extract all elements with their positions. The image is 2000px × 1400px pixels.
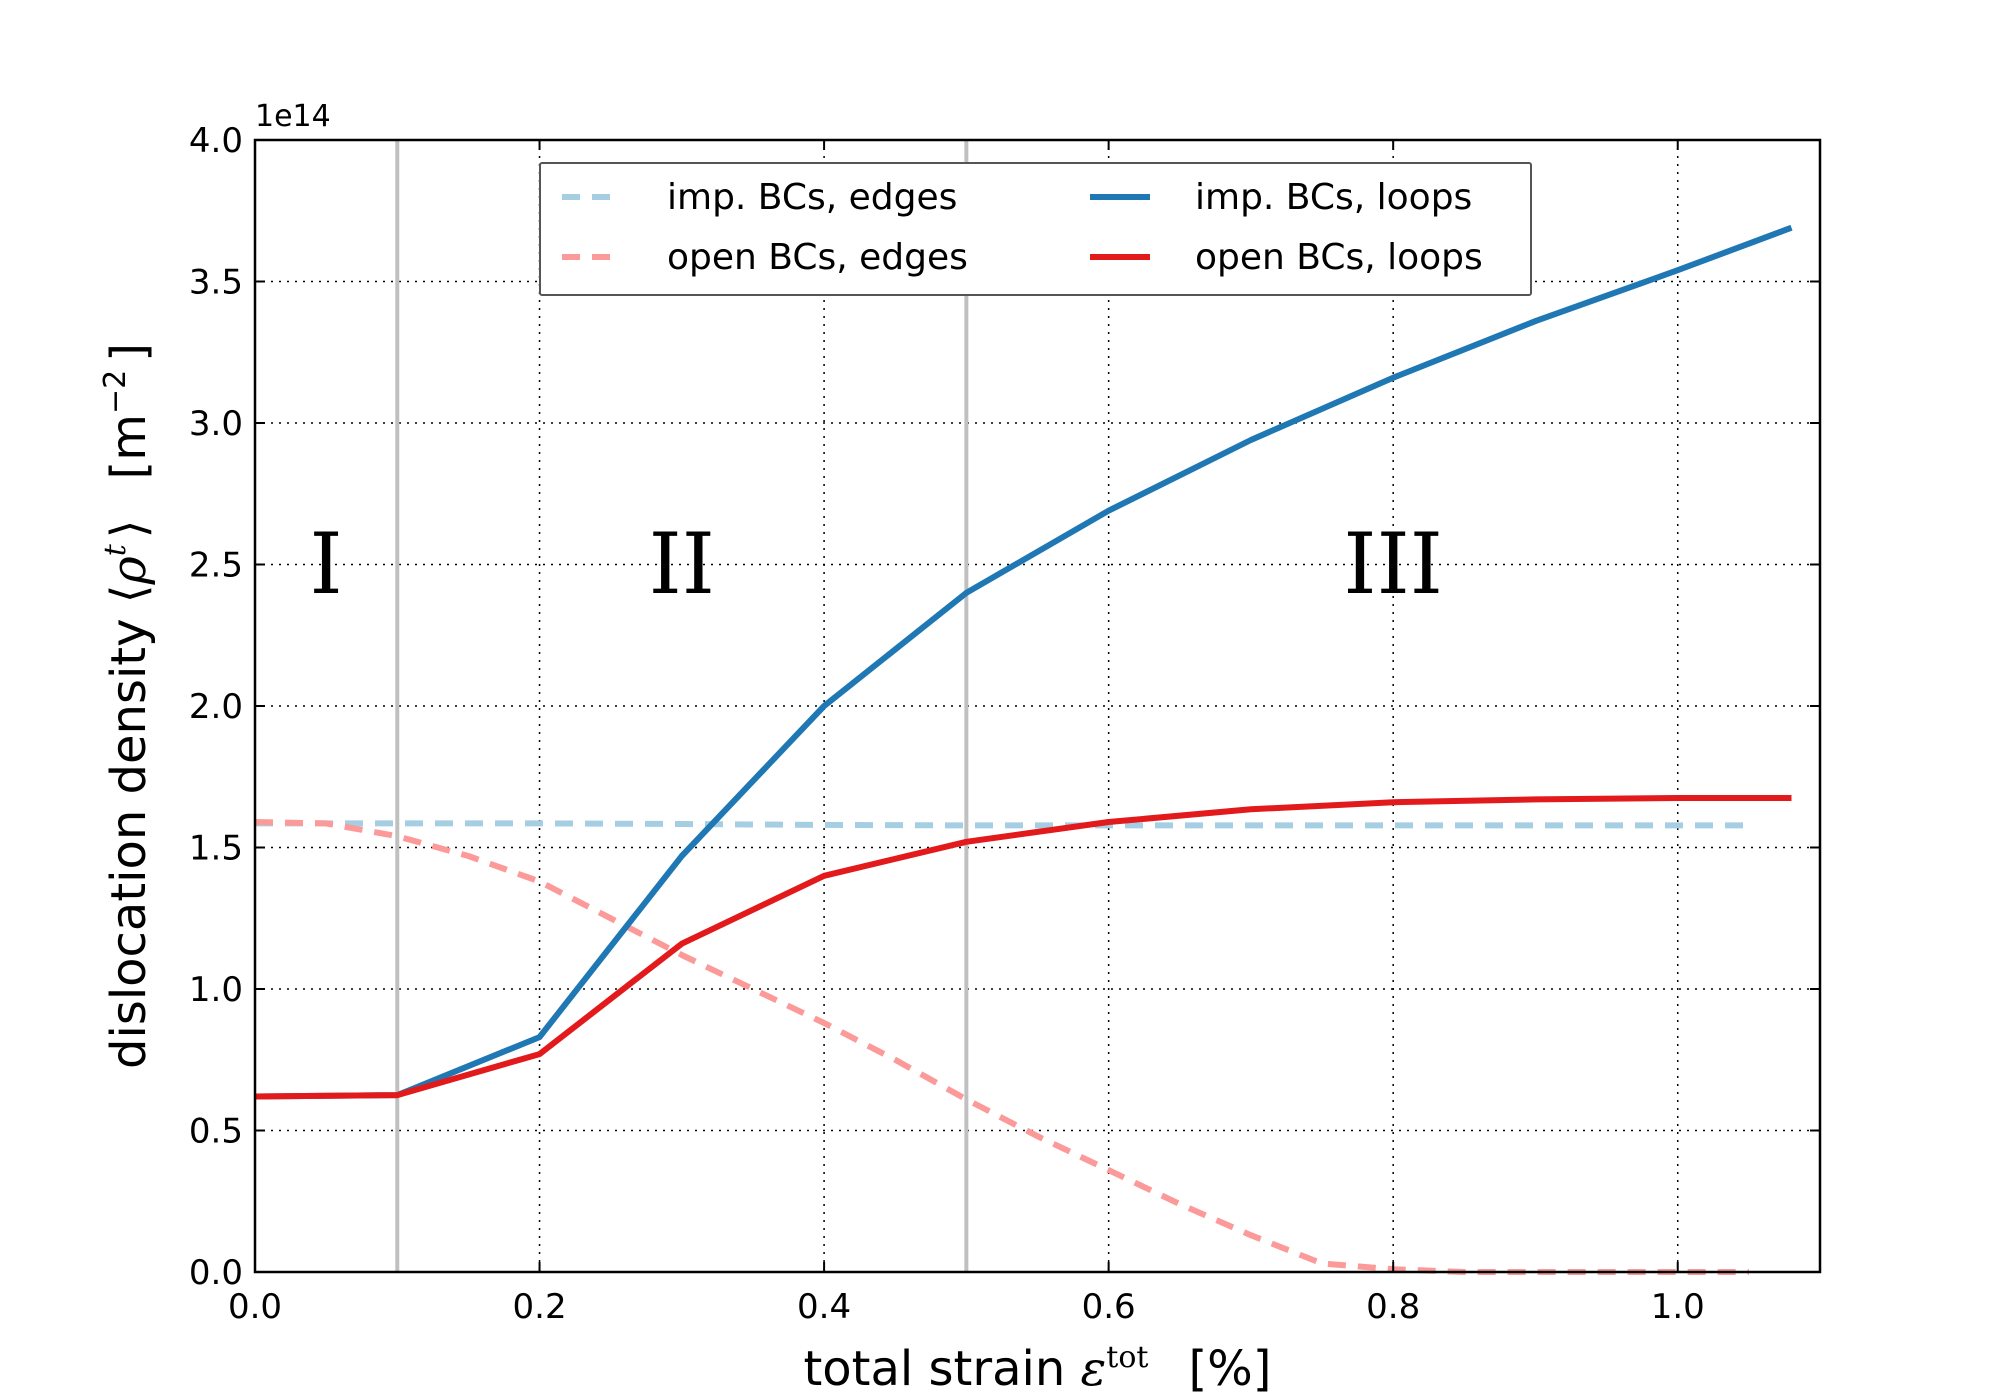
x-axis-label-superscript: tot — [1106, 1340, 1148, 1375]
axis-ticks: 0.0 0.2 0.4 0.6 0.8 1.0 0.0 0.5 1.0 1.5 2.0 2.5 3.0 3… — [189, 121, 1820, 1327]
plot-frame — [253, 138, 1822, 1274]
x-axis-label-symbol: ε — [1081, 1341, 1107, 1397]
region-label-i: I — [310, 515, 343, 613]
y-tick-label: 0.5 — [189, 1112, 243, 1152]
legend: imp. BCs, edges open BCs, edges imp. BCs, … — [539, 162, 1532, 296]
x-tick-label: 0.2 — [513, 1287, 567, 1327]
y-axis-label-unit-close: ] — [101, 343, 157, 362]
series-line-imp-bcs-edges — [255, 820, 1749, 829]
region-label-iii: III — [1343, 515, 1443, 613]
y-tick-label: 3.0 — [189, 404, 243, 444]
y-tick-label: 2.5 — [189, 546, 243, 586]
x-tick-label: 0.6 — [1082, 1287, 1136, 1327]
legend-label: open BCs, loops — [1195, 237, 1483, 278]
y-axis-label-prefix: dislocation density — [101, 603, 157, 1069]
series-line-open-bcs-loops — [254, 795, 1792, 1100]
y-axis-label: dislocation density ⟨ρt ⟩ [m−2] — [98, 343, 157, 1069]
y-axis-label-unit-open: [m — [101, 414, 157, 479]
x-axis-label: total strain εtot [%] — [803, 1340, 1271, 1397]
y-axis-label-close-bracket: ⟩ — [101, 519, 157, 538]
y-tick-label: 1.5 — [189, 829, 243, 869]
legend-label: open BCs, edges — [667, 237, 968, 278]
grid — [254, 139, 1820, 1273]
x-tick-label: 0.4 — [797, 1287, 851, 1327]
y-axis-label-superscript: t — [98, 543, 133, 556]
legend-label: imp. BCs, loops — [1195, 177, 1472, 218]
y-axis-offset-label: 1e14 — [255, 99, 331, 134]
y-tick-label: 3.5 — [189, 263, 243, 303]
y-axis-label-unit-superscript: −2 — [98, 370, 133, 414]
region-boundaries — [395, 140, 969, 1272]
x-tick-label: 1.0 — [1651, 1287, 1705, 1327]
x-tick-label: 0.8 — [1366, 1287, 1420, 1327]
series-line-imp-bcs-loops — [254, 224, 1793, 1100]
y-tick-label: 0.0 — [189, 1253, 243, 1293]
region-labels: I II III — [310, 515, 1443, 613]
x-axis-label-prefix: total strain — [803, 1341, 1080, 1397]
legend-label: imp. BCs, edges — [667, 177, 957, 218]
x-axis-label-unit: [%] — [1188, 1341, 1271, 1397]
series-line-open-bcs-edges — [254, 819, 1749, 1275]
y-axis-label-symbol: ρ — [101, 556, 157, 585]
y-tick-label: 4.0 — [189, 121, 243, 161]
y-tick-label: 1.0 — [189, 970, 243, 1010]
series-lines — [254, 224, 1793, 1275]
region-label-ii: II — [649, 515, 715, 613]
x-tick-label: 0.0 — [228, 1287, 282, 1327]
legend-box — [539, 162, 1532, 296]
y-tick-label: 2.0 — [189, 687, 243, 727]
y-axis-label-open-bracket: ⟨ — [101, 584, 157, 603]
